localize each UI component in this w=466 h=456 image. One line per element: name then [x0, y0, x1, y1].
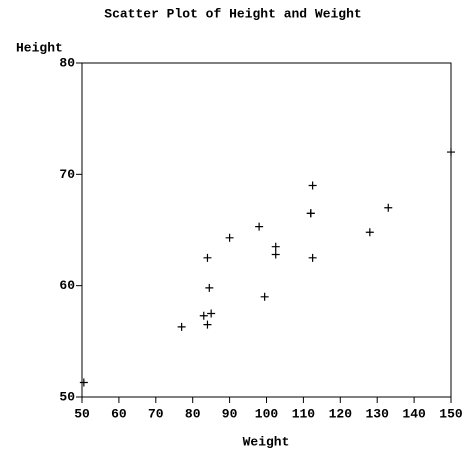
y-tick-label: 80	[59, 55, 75, 70]
plot-frame	[81, 62, 452, 398]
x-tick-label: 70	[148, 406, 164, 421]
point	[306, 209, 315, 218]
point	[447, 148, 455, 157]
point	[177, 322, 186, 331]
y-tick-label: 70	[59, 167, 75, 182]
point	[271, 242, 280, 251]
point	[225, 233, 234, 242]
y-tick-label: 50	[59, 389, 75, 404]
point	[308, 253, 317, 262]
point	[79, 378, 88, 387]
x-tick-label: 120	[329, 406, 353, 421]
point	[255, 222, 264, 231]
point	[365, 228, 374, 237]
point	[260, 292, 269, 301]
x-tick-label: 130	[365, 406, 389, 421]
x-tick-label: 80	[185, 406, 201, 421]
x-tick-label: 150	[439, 406, 463, 421]
point	[203, 253, 212, 262]
point	[199, 311, 208, 320]
x-tick-label: 60	[111, 406, 127, 421]
point	[271, 250, 280, 259]
x-tick-label: 90	[222, 406, 238, 421]
chart-title: Scatter Plot of Height and Weight	[104, 6, 361, 21]
point	[205, 283, 214, 292]
y-tick-label: 60	[59, 278, 75, 293]
x-tick-label: 140	[402, 406, 426, 421]
x-tick-label: 50	[74, 406, 90, 421]
x-tick-label: 110	[292, 406, 316, 421]
y-axis-label: Height	[16, 40, 63, 55]
point	[384, 203, 393, 212]
point	[207, 309, 216, 318]
point	[203, 320, 212, 329]
point	[308, 181, 317, 190]
x-axis-label: Weight	[243, 434, 290, 449]
x-tick-label: 100	[255, 406, 279, 421]
